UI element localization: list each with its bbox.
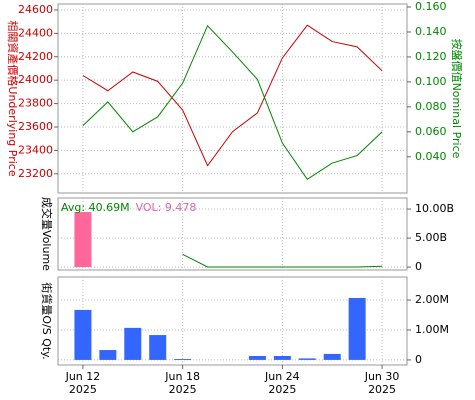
bar: [99, 350, 117, 360]
y-tick-label: 2.00M: [415, 293, 449, 306]
average-line: [182, 253, 383, 268]
y2-axis-title: 按盤價值Nominal Price: [450, 39, 464, 159]
bar: [273, 356, 291, 360]
panel-frame: [57, 197, 408, 271]
y-tick-label: 1.00M: [415, 323, 449, 336]
bar: [248, 356, 266, 360]
y2-tick-label: 0.060: [415, 125, 447, 138]
y-tick-label: 10.00B: [415, 202, 454, 215]
line-series: [82, 24, 383, 180]
x-tick-label: Jun 12 2025: [65, 370, 101, 396]
y-tick-label: 0: [415, 260, 422, 273]
x-tick-label: Jun 24 2025: [264, 370, 300, 396]
annotation: Avg: 40.69M: [61, 201, 130, 214]
y-axis-title: 成交量Volume: [40, 197, 54, 271]
y2-tick-label: 0.140: [415, 25, 447, 38]
bar: [124, 327, 142, 360]
bar: [323, 353, 341, 360]
x-tick-label: Jun 18 2025: [164, 370, 200, 396]
y2-tick-label: 0.100: [415, 75, 447, 88]
y2-tick-label: 0.120: [415, 50, 447, 63]
bar: [74, 212, 92, 268]
y2-tick-label: 0.080: [415, 100, 447, 113]
y2-tick-label: 0.160: [415, 0, 447, 13]
y2-tick-label: 0.040: [415, 150, 447, 163]
bar: [298, 358, 316, 360]
y-tick-label: 5.00B: [415, 231, 447, 244]
bar: [348, 297, 366, 360]
y-tick-label: 23600: [18, 120, 53, 133]
bar: [149, 335, 167, 360]
y-axis-title: 相關資產價格Underlying Price: [6, 20, 20, 176]
y-tick-label: 24400: [18, 26, 53, 39]
panel-frame: [57, 3, 408, 194]
y-axis-title: 街貨量O/S Qty.: [40, 282, 54, 359]
line-series: [82, 24, 383, 167]
panel-frame: [57, 276, 408, 366]
y-tick-label: 23400: [18, 143, 53, 156]
annotation: VOL: 9.478: [136, 201, 197, 214]
y-tick-label: 23800: [18, 97, 53, 110]
y-tick-label: 0: [415, 353, 422, 366]
y-tick-label: 23200: [18, 167, 53, 180]
x-tick-label: Jun 30 2025: [364, 370, 400, 396]
y-tick-label: 24200: [18, 50, 53, 63]
bar: [74, 309, 92, 360]
y-tick-label: 24000: [18, 73, 53, 86]
y-tick-label: 24600: [18, 3, 53, 16]
bar: [174, 359, 192, 360]
